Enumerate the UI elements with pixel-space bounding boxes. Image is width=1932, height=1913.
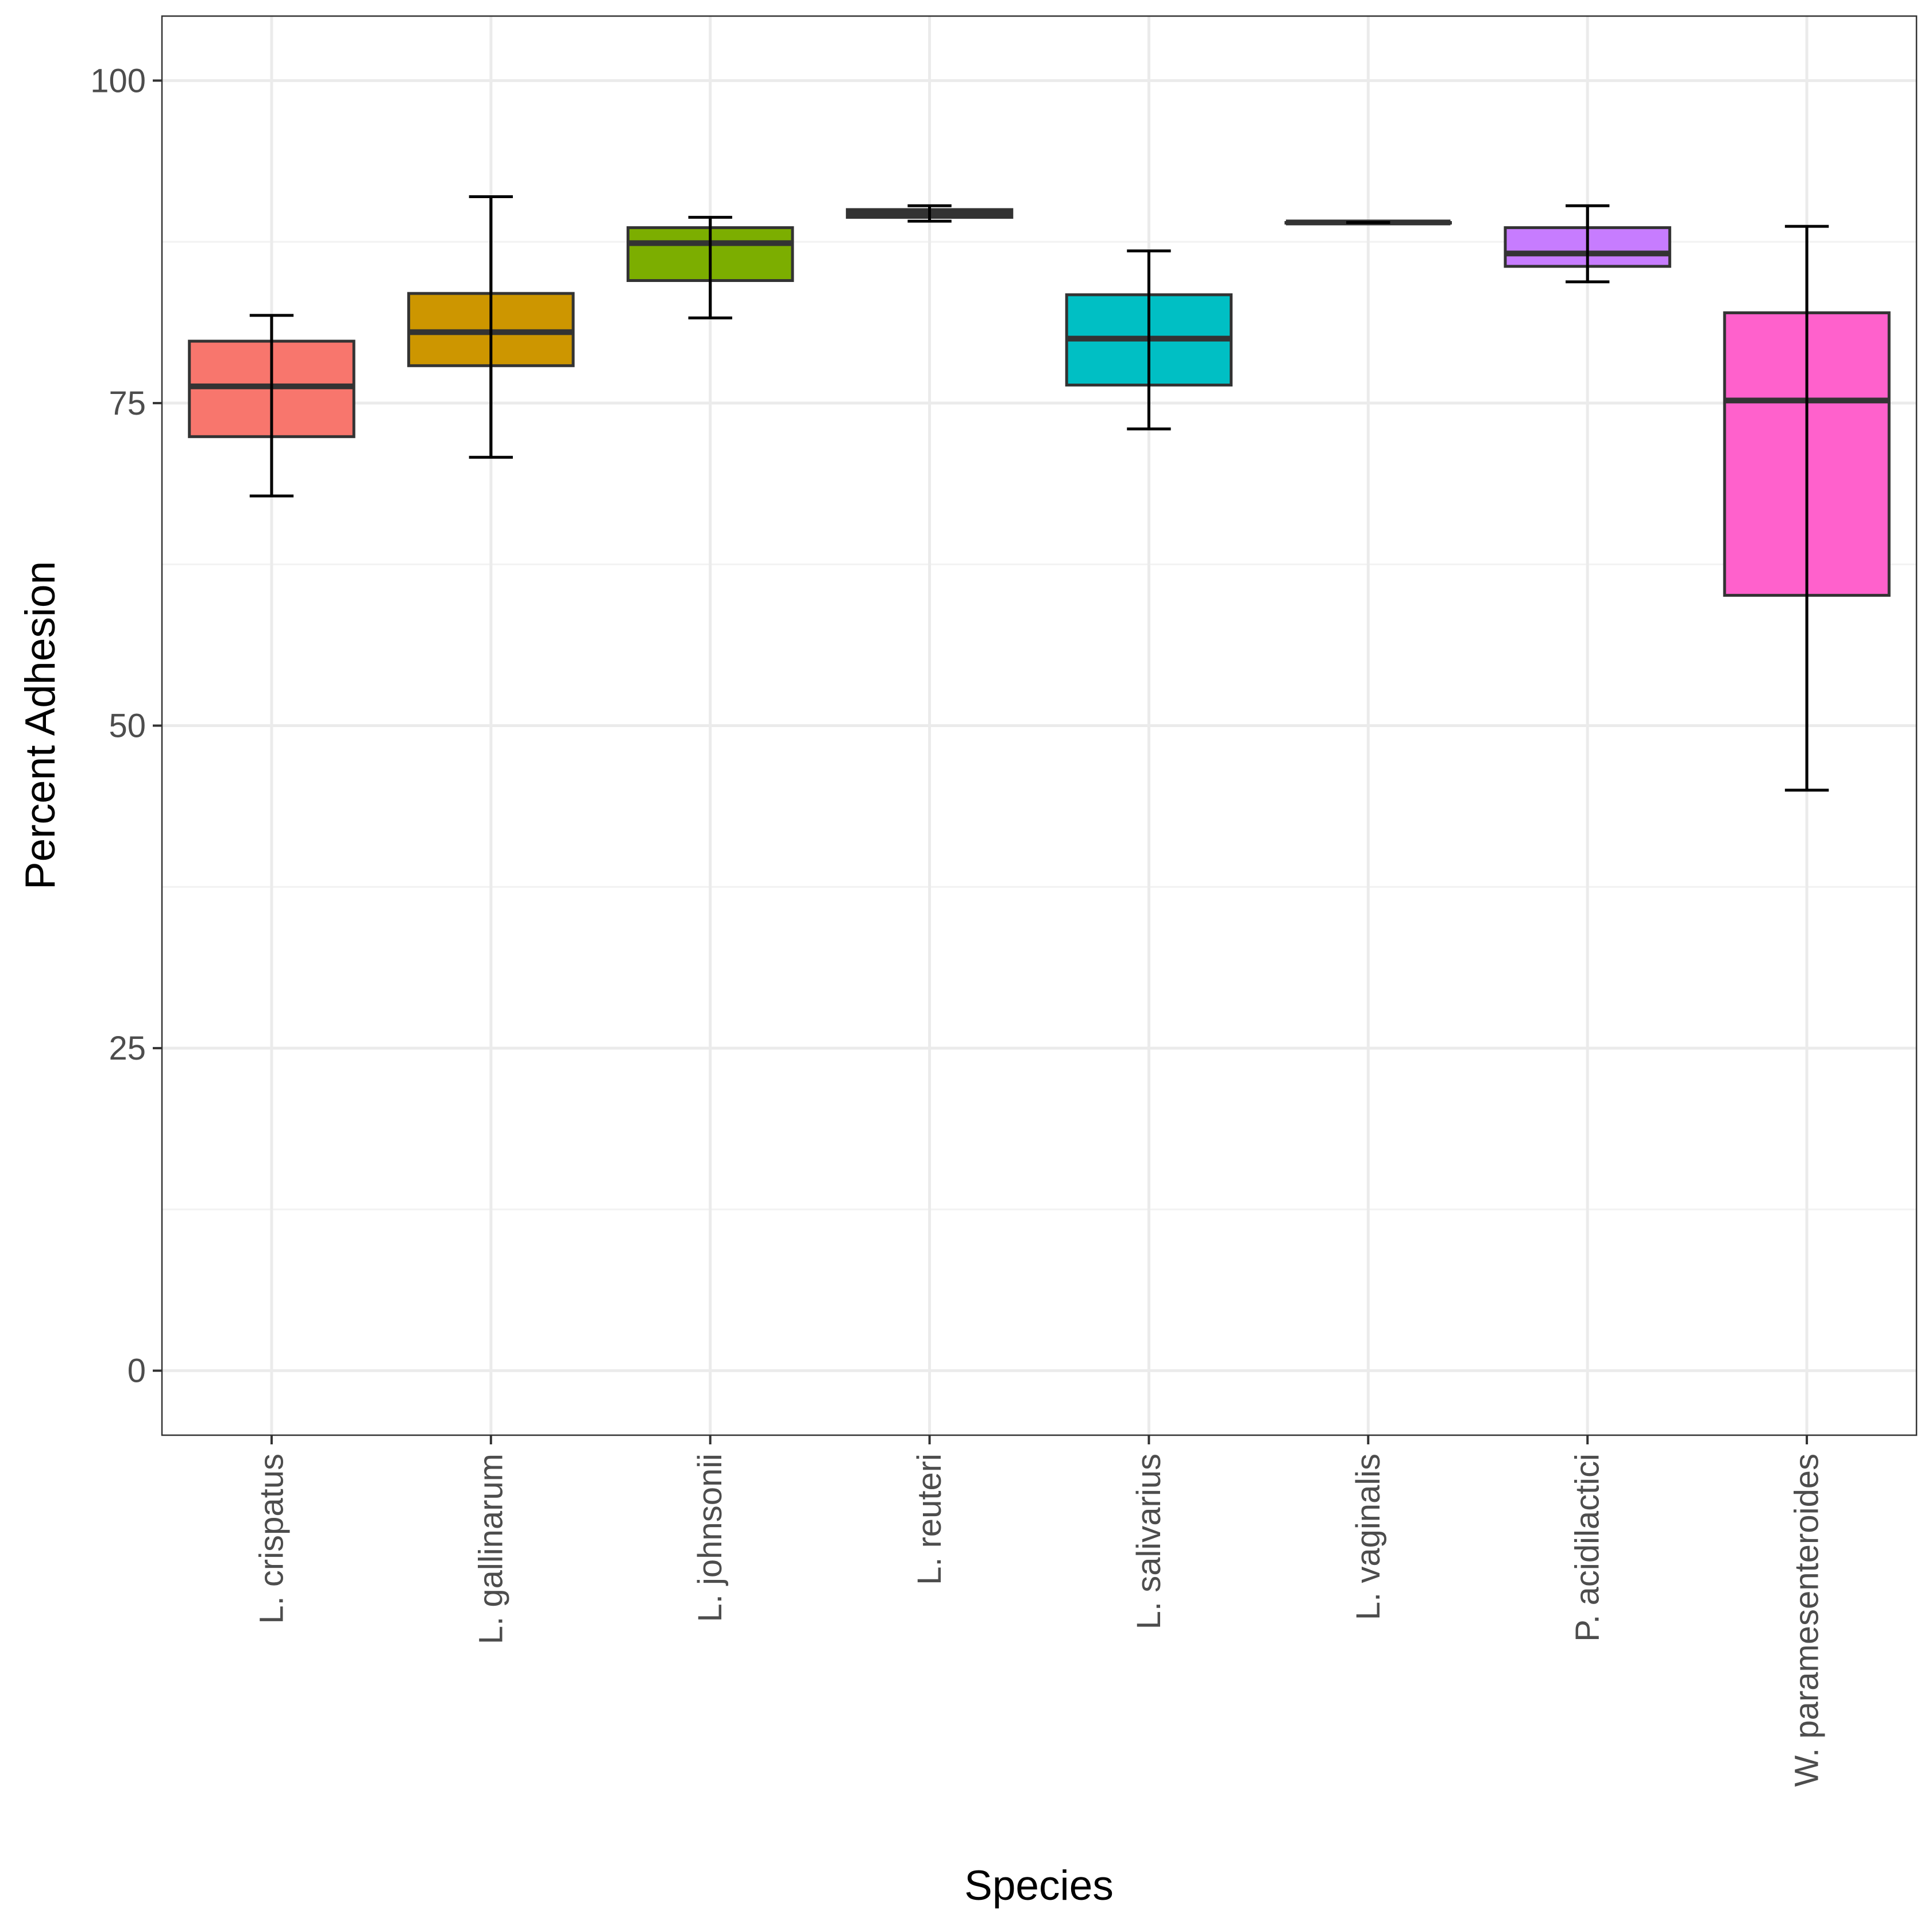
y-tick-label: 75 — [109, 385, 146, 422]
x-tick-label: W. paramesenteroides — [1788, 1454, 1826, 1787]
boxes-layer — [188, 195, 1891, 792]
x-tick-label: L. salivarius — [1130, 1454, 1168, 1629]
y-axis: 0 25 50 75 100 — [90, 62, 162, 1390]
box-group — [1504, 204, 1671, 284]
box-group — [1723, 225, 1891, 792]
grid-major — [162, 16, 1916, 1435]
box-group — [188, 314, 356, 498]
box-group — [1284, 219, 1452, 226]
box-group — [407, 195, 575, 459]
x-tick-label: L. gallinarum — [472, 1454, 509, 1644]
x-axis-title: Species — [964, 1862, 1114, 1909]
y-tick-label: 0 — [127, 1352, 146, 1390]
x-axis: L. crispatus L. gallinarum L. johnsonii L. … — [253, 1435, 1826, 1787]
x-tick-label: L. johnsonii — [691, 1454, 729, 1622]
x-tick-label: L. vaginalis — [1350, 1454, 1387, 1620]
y-axis-title: Percent Adhesion — [17, 561, 64, 890]
x-tick-label: L. crispatus — [253, 1454, 290, 1624]
y-tick-label: 50 — [109, 708, 146, 745]
y-tick-label: 25 — [109, 1030, 146, 1067]
x-tick-label: P. acidilactici — [1569, 1454, 1606, 1642]
x-tick-label: L. reuteri — [911, 1454, 948, 1585]
box-group — [845, 204, 1014, 223]
y-tick-label: 100 — [90, 62, 146, 99]
box-group — [1065, 249, 1233, 431]
box-group — [626, 215, 794, 320]
